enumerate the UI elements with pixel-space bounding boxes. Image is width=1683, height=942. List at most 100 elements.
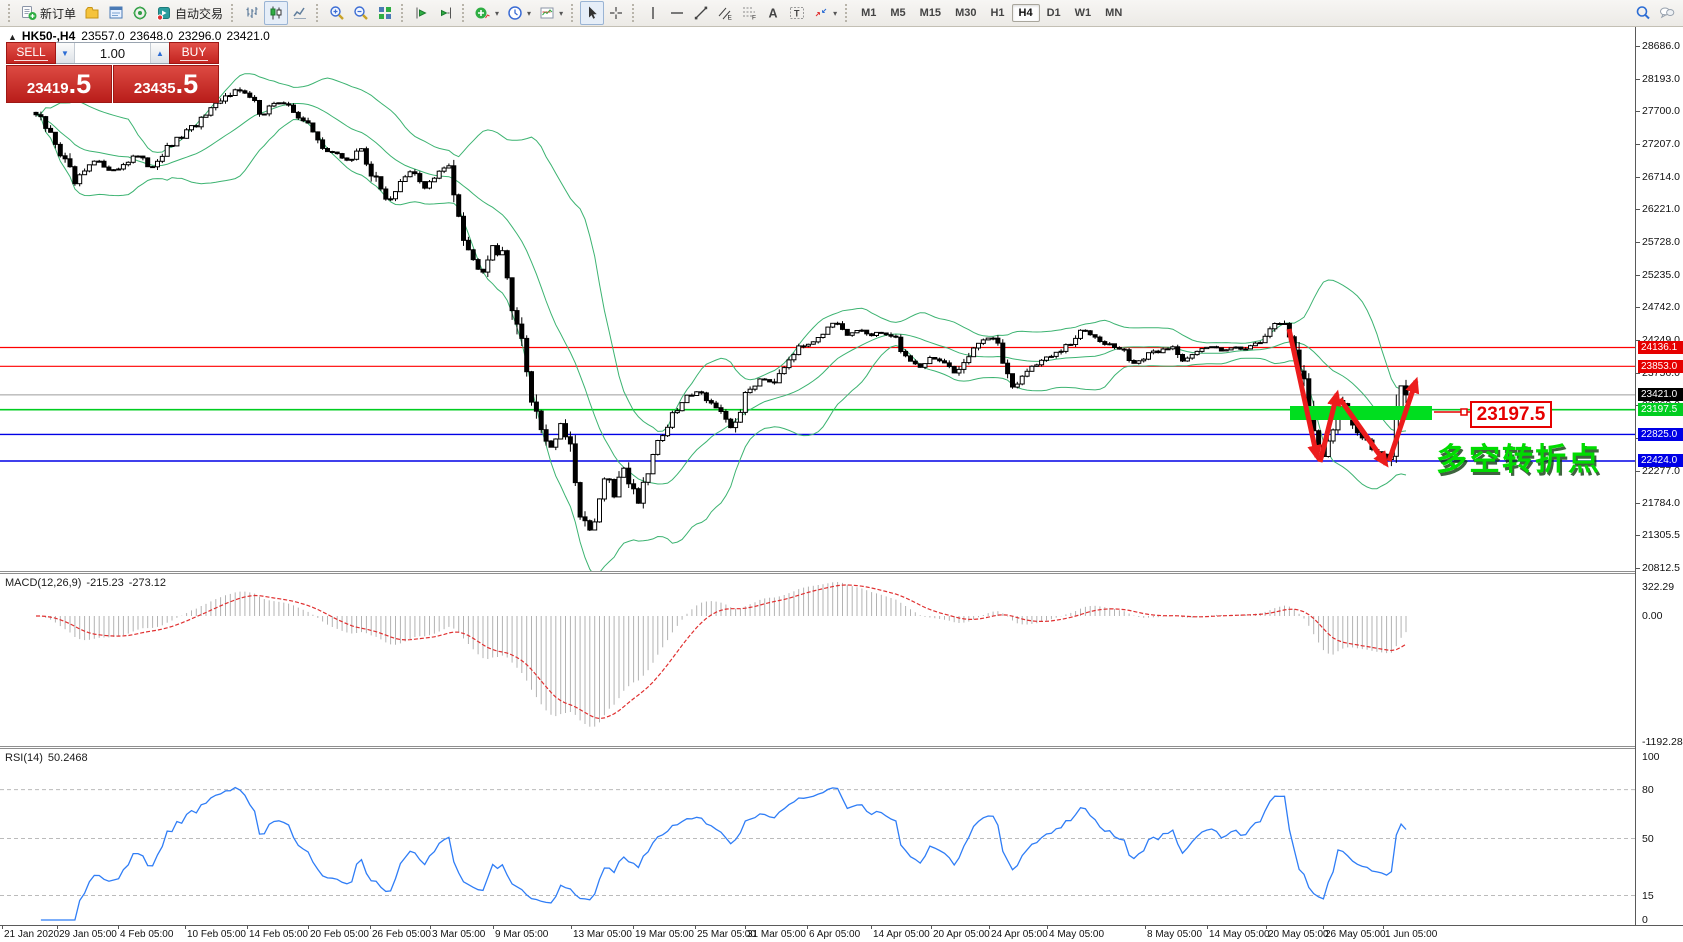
price-tick-mark [1636,111,1640,112]
chat-button[interactable] [1655,1,1679,25]
label-icon: T [790,7,805,19]
time-tick-label: 20 Feb 05:00 [310,929,369,940]
price-level-tag: 23197.5 [1638,403,1683,416]
time-tick-mark [2,926,3,929]
time-tick-label: 25 Mar 05:00 [697,929,756,940]
periods-button[interactable]: ▾ [503,1,535,25]
rsi-title: RSI(14) [5,752,43,764]
price-tick-label: 25728.0 [1642,236,1680,248]
toolbar-grip [231,4,236,22]
timeframe-H4[interactable]: H4 [1011,4,1040,22]
price-tick-mark [1636,177,1640,178]
market-watch-button[interactable] [104,1,128,25]
chevron-down-icon[interactable]: ▾ [527,8,532,18]
time-tick-mark [1383,926,1384,929]
toolbar-grip [462,4,467,22]
macd-panel-splitter[interactable] [0,571,1683,574]
price-axis[interactable]: 28686.0 28193.0 27700.0 27207.0 26714.0 26221… [1635,27,1683,926]
navigator-icon [133,6,148,20]
line-chart-button[interactable] [288,1,312,25]
timeframe-M5[interactable]: M5 [890,7,906,19]
timeframe-M15[interactable]: M15 [919,7,942,19]
add-indicator-icon [475,7,490,19]
volume-increase-button[interactable]: ▲ [150,43,169,63]
time-tick-mark [633,926,634,929]
zoom-out-button[interactable] [349,1,373,25]
channel-icon: E [718,7,733,22]
navigator-button[interactable] [128,1,152,25]
price-level-tag: 24136.1 [1638,341,1683,354]
horizontal-level-lines [0,346,1635,462]
vline-button[interactable] [641,1,665,25]
volume-input[interactable]: 1.00 [99,45,126,61]
new-order-button[interactable]: 新订单 [17,1,80,25]
timeframe-H1[interactable]: H1 [990,7,1005,19]
volume-decrease-button[interactable]: ▼ [56,43,75,63]
auto-scroll-button[interactable] [410,1,434,25]
autotrading-button[interactable]: 自动交易 [152,1,227,25]
price-tick-label: 26221.0 [1642,203,1680,215]
macd-signal-line [36,584,1407,720]
rsi-panel-splitter[interactable] [0,746,1683,749]
zoom-in-icon [330,6,344,20]
time-axis[interactable]: 21 Jan 2020 29 Jan 05:00 4 Feb 05:00 10 Feb… [0,925,1683,942]
timeframe-M30[interactable]: M30 [955,7,977,19]
tile-windows-button[interactable] [373,1,397,25]
cursor-button[interactable] [580,1,605,25]
channel-button[interactable]: E [713,1,737,25]
price-tick-mark [1636,535,1640,536]
autotrading-label: 自动交易 [175,6,224,21]
turning-point-annotation[interactable]: 多空转折点 [1436,442,1601,477]
hline-button[interactable] [665,1,689,25]
time-tick-label: 6 Apr 05:00 [809,929,861,940]
time-tick-mark [118,926,119,929]
support-price-callout[interactable]: 23197.5 [1470,401,1552,428]
collapse-panel-icon[interactable]: ▲ [8,32,17,42]
chevron-down-icon[interactable]: ▾ [559,8,564,18]
price-tick-mark [1636,568,1640,569]
candle-chart-button[interactable] [264,1,289,25]
macd-scale-label: -1192.28 [1642,736,1683,748]
trendline-button[interactable] [689,1,713,25]
timeframe-M1[interactable]: M1 [861,7,877,19]
time-tick-mark [1266,926,1267,929]
bar-chart-button[interactable] [240,1,264,25]
crosshair-button[interactable] [604,1,628,25]
time-tick-label: 9 Mar 05:00 [495,929,549,940]
time-tick-label: 14 May 05:00 [1209,929,1270,940]
buy-price[interactable]: 23435.5 [113,65,219,103]
text-button[interactable]: A [761,1,785,25]
chevron-down-icon[interactable]: ▾ [495,8,500,18]
zoom-in-button[interactable] [325,1,349,25]
templates-button[interactable]: ▾ [535,1,567,25]
open-value: 23557.0 [81,29,125,43]
timeframe-D1[interactable]: D1 [1046,7,1061,19]
svg-text:E: E [728,15,733,22]
macd-histogram [36,582,1407,727]
arrows-button[interactable]: ▾ [809,1,841,25]
add-indicator-button[interactable]: ▾ [471,1,503,25]
chart-shift-icon [441,7,452,19]
timeframe-MN[interactable]: MN [1105,7,1123,19]
rsi-scale-label: 80 [1642,784,1654,796]
buy-button[interactable]: BUY [169,42,219,64]
timeframe-W1[interactable]: W1 [1074,7,1092,19]
sell-price[interactable]: 23419.5 [6,65,112,103]
sell-button[interactable]: SELL [6,42,56,64]
time-tick-label: 26 May 05:00 [1325,929,1386,940]
time-tick-mark [247,926,248,929]
label-button[interactable]: T [785,1,809,25]
time-tick-mark [1047,926,1048,929]
chart-shift-button[interactable] [434,1,458,25]
fibonacci-button[interactable]: F [737,1,761,25]
sell-price-main: 23419 [26,80,69,97]
profiles-button[interactable] [80,1,104,25]
chevron-down-icon[interactable]: ▾ [833,8,838,18]
periods-icon [508,6,522,20]
search-button[interactable] [1631,1,1655,25]
time-tick-label: 14 Feb 05:00 [249,929,308,940]
fibonacci-icon: F [743,7,756,21]
